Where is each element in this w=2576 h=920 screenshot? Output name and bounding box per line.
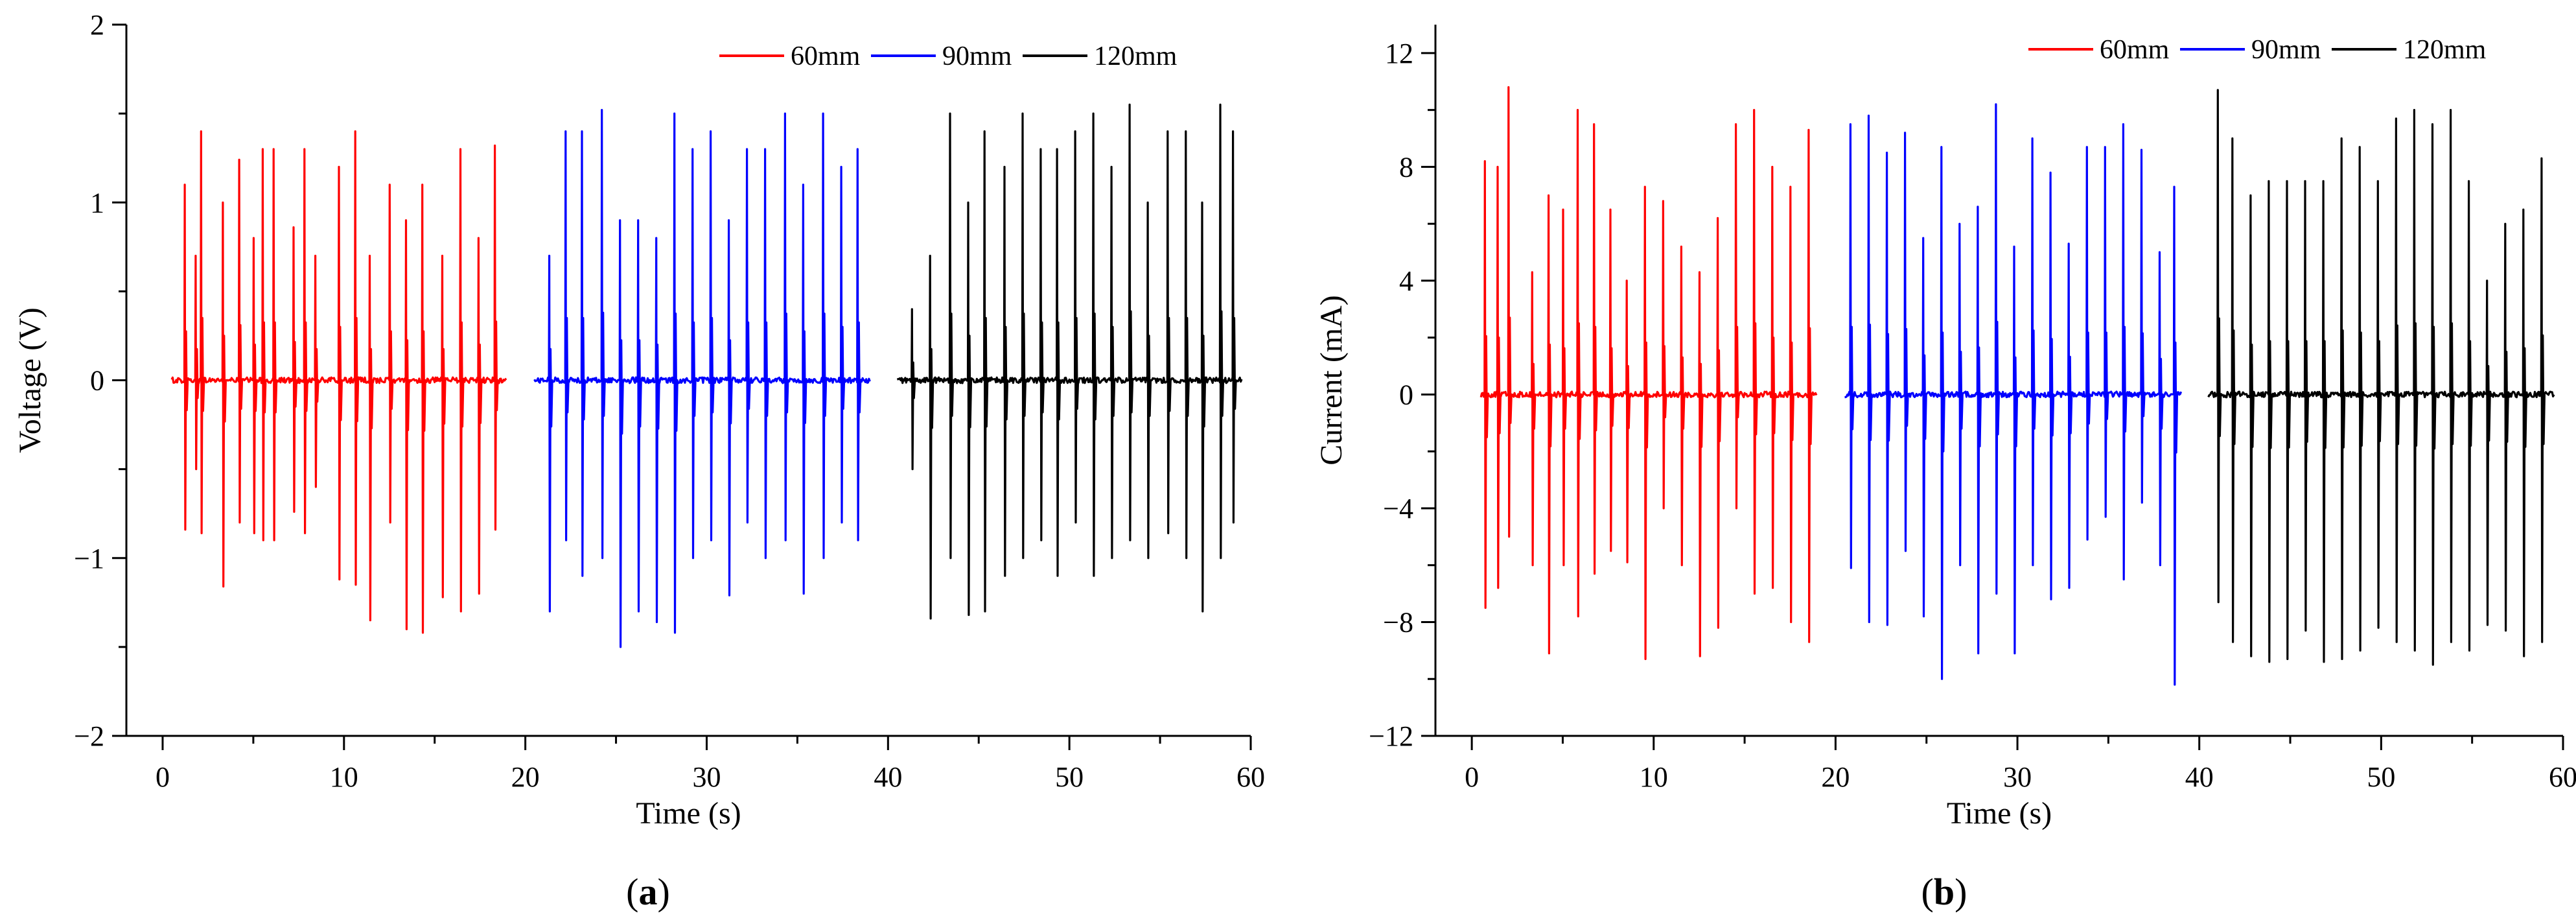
legend-label-60mm: 60mm: [791, 41, 861, 71]
series-line-120mm: [2207, 89, 2555, 666]
y-tick-label: −12: [1369, 720, 1413, 752]
panel-label-close: ): [1955, 871, 1967, 913]
panel-label: (a): [626, 871, 670, 913]
y-tick-label: 8: [1399, 151, 1413, 183]
x-tick-label: 40: [874, 761, 902, 793]
panel-label-letter: b: [1934, 871, 1955, 913]
panel-label-open: (: [1921, 871, 1934, 913]
y-tick-label: −4: [1383, 493, 1413, 525]
x-tick-label: 0: [1465, 761, 1479, 793]
x-tick-label: 20: [1821, 761, 1850, 793]
y-tick-label: 4: [1399, 265, 1413, 297]
legend-label-90mm: 90mm: [2251, 35, 2321, 65]
y-tick-label: 1: [90, 187, 104, 218]
legend-label-120mm: 120mm: [1094, 41, 1178, 71]
x-tick-label: 30: [692, 761, 721, 793]
series-line-60mm: [1479, 86, 1818, 661]
x-tick-label: 0: [156, 761, 170, 793]
panel-label-letter: a: [639, 871, 658, 913]
series-line-90mm: [533, 109, 871, 648]
y-tick-label: 12: [1385, 38, 1413, 69]
series-line-60mm: [170, 130, 507, 634]
series-line-120mm: [896, 103, 1243, 620]
legend-label-120mm: 120mm: [2403, 35, 2487, 65]
x-axis-title: Time (s): [1947, 796, 2052, 831]
legend: 60mm 90mm 120mm: [2028, 35, 2487, 65]
panel-label-close: ): [658, 871, 670, 913]
x-tick-label: 40: [2185, 761, 2214, 793]
panel-label-open: (: [626, 871, 638, 913]
x-tick-label: 50: [1055, 761, 1084, 793]
x-tick-label: 60: [1236, 761, 1265, 793]
x-tick-label: 10: [1640, 761, 1668, 793]
legend-label-90mm: 90mm: [942, 41, 1012, 71]
y-tick-label: −2: [74, 720, 104, 752]
legend-label-60mm: 60mm: [2100, 35, 2170, 65]
series-line-90mm: [1844, 103, 2183, 686]
panel-b-current-chart: 0 10 20 30 40 50 60 −12 −8 −4 0 4 8 12 Time (s) Current…: [1314, 25, 2576, 913]
y-tick-label: 0: [1399, 379, 1413, 410]
panel-a-voltage-chart: 0 10 20 30 40 50 60 −2 −1 0 1 2 Time (s) Voltage (V) 6…: [13, 9, 1265, 913]
y-axis-title: Voltage (V): [13, 307, 47, 453]
x-axis-title: Time (s): [636, 796, 741, 831]
x-tick-label: 10: [330, 761, 358, 793]
x-tick-label: 50: [2367, 761, 2395, 793]
y-tick-label: −1: [74, 543, 104, 574]
x-tick-label: 20: [511, 761, 540, 793]
panel-label: (b): [1921, 871, 1967, 913]
y-tick-label: 0: [90, 365, 104, 397]
y-tick-label: −8: [1383, 606, 1413, 638]
y-axis-title: Current (mA): [1314, 295, 1349, 466]
x-tick-label: 60: [2549, 761, 2576, 793]
y-tick-label: 2: [90, 9, 104, 41]
x-tick-label: 30: [2003, 761, 2032, 793]
legend: 60mm 90mm 120mm: [719, 41, 1178, 71]
